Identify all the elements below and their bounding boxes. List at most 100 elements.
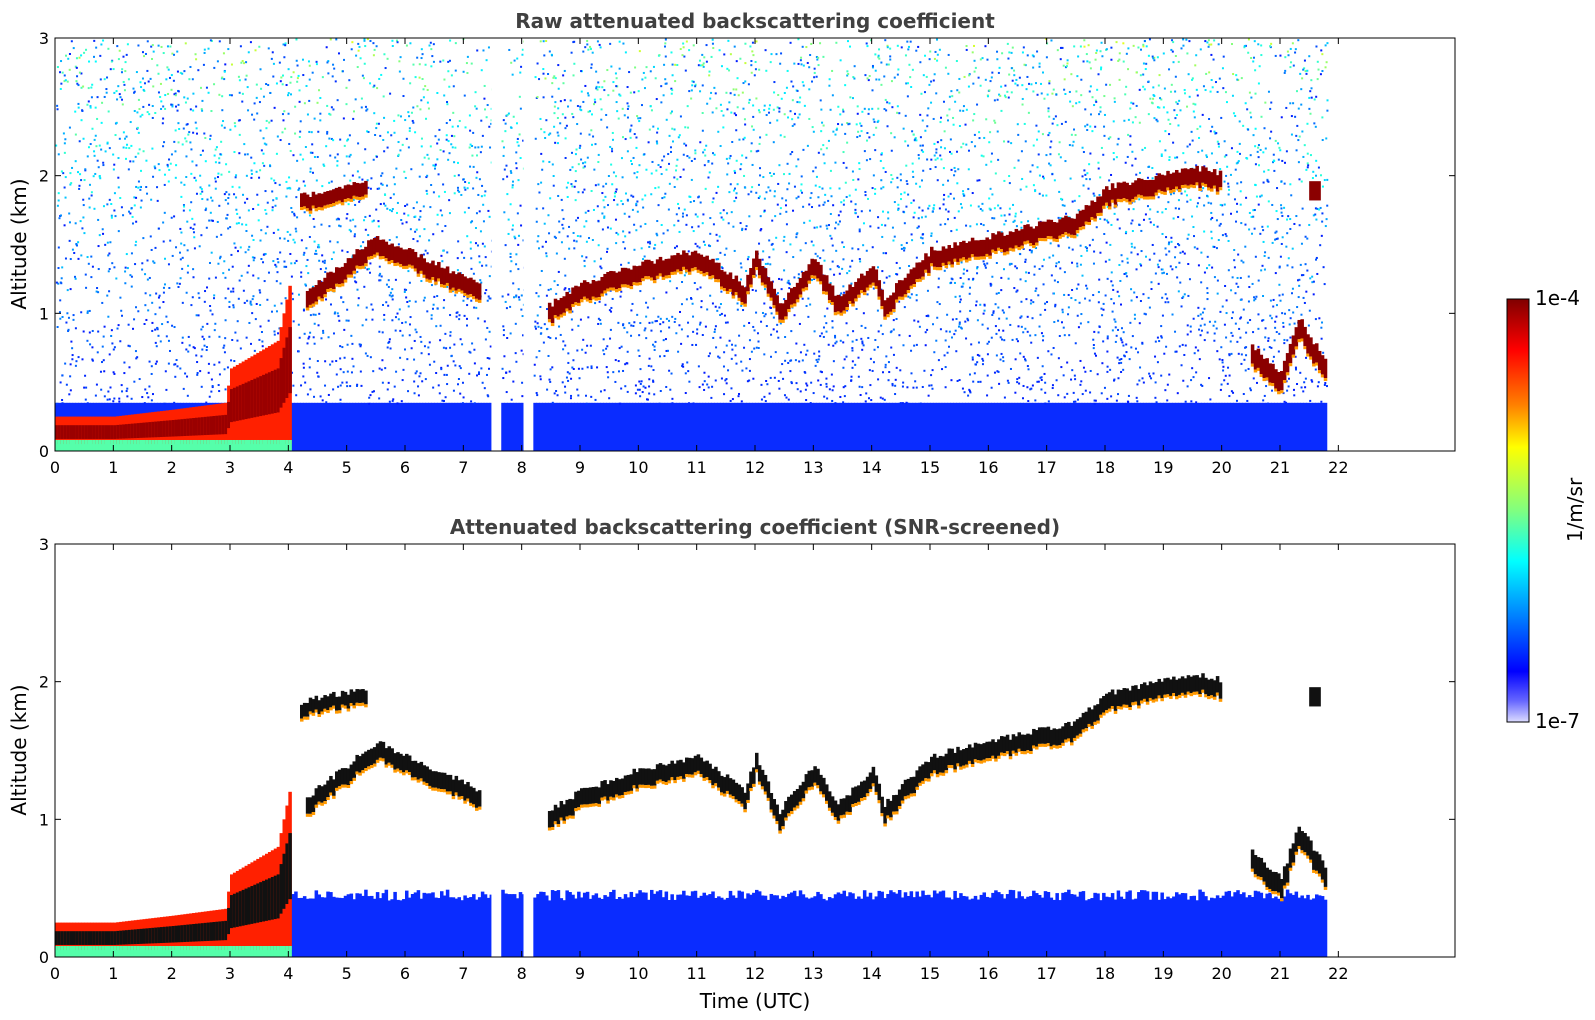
noise-speck xyxy=(800,183,803,186)
noise-speck xyxy=(686,105,689,108)
noise-speck xyxy=(905,164,908,167)
noise-speck xyxy=(210,378,213,381)
noise-speck xyxy=(765,191,768,194)
noise-speck xyxy=(755,40,758,43)
noise-speck xyxy=(139,81,142,84)
noise-speck xyxy=(441,260,444,263)
noise-speck xyxy=(816,361,819,364)
noise-speck xyxy=(645,301,648,304)
noise-speck xyxy=(213,294,216,297)
noise-speck xyxy=(993,99,996,102)
noise-speck xyxy=(144,273,147,276)
noise-speck xyxy=(306,342,309,345)
noise-speck xyxy=(442,150,445,153)
noise-speck xyxy=(1003,94,1006,97)
noise-speck xyxy=(367,234,370,237)
noise-speck xyxy=(174,363,177,366)
noise-speck xyxy=(757,183,760,186)
noise-speck xyxy=(476,154,479,157)
noise-speck xyxy=(719,103,722,106)
noise-speck xyxy=(68,52,71,55)
noise-speck xyxy=(603,80,606,83)
noise-speck xyxy=(442,249,445,252)
noise-speck xyxy=(182,209,185,212)
noise-speck xyxy=(880,61,883,64)
noise-speck xyxy=(411,119,414,122)
noise-speck xyxy=(609,227,612,230)
noise-speck xyxy=(799,59,802,62)
noise-speck xyxy=(790,359,793,362)
noise-speck xyxy=(102,164,105,167)
noise-speck xyxy=(437,138,440,141)
noise-speck xyxy=(1004,96,1007,99)
noise-speck xyxy=(784,336,787,339)
noise-speck xyxy=(1026,75,1029,78)
noise-speck xyxy=(154,362,157,365)
noise-speck xyxy=(417,385,420,388)
noise-speck xyxy=(860,324,863,327)
noise-speck xyxy=(223,344,226,347)
noise-speck xyxy=(711,38,714,41)
noise-speck xyxy=(727,222,730,225)
noise-speck xyxy=(702,213,705,216)
noise-speck xyxy=(692,80,695,83)
noise-speck xyxy=(729,92,732,95)
noise-speck xyxy=(758,242,761,245)
noise-speck xyxy=(348,79,351,82)
noise-speck xyxy=(57,246,60,249)
noise-speck xyxy=(808,203,811,206)
noise-speck xyxy=(667,153,670,156)
noise-speck xyxy=(77,356,80,359)
noise-speck xyxy=(819,99,822,102)
noise-speck xyxy=(509,305,512,308)
noise-speck xyxy=(635,136,638,139)
noise-speck xyxy=(408,299,411,302)
noise-speck xyxy=(886,46,889,49)
noise-speck xyxy=(330,180,333,183)
noise-speck xyxy=(748,98,751,101)
noise-speck xyxy=(252,238,255,241)
noise-speck xyxy=(367,186,370,189)
noise-speck xyxy=(1042,335,1045,338)
noise-cell xyxy=(574,402,578,451)
noise-speck xyxy=(258,338,261,341)
noise-speck xyxy=(436,295,439,298)
noise-cell xyxy=(801,402,806,451)
noise-speck xyxy=(393,183,396,186)
noise-speck xyxy=(726,67,729,70)
noise-speck xyxy=(671,127,674,130)
noise-speck xyxy=(572,116,575,119)
noise-speck xyxy=(83,179,86,182)
noise-speck xyxy=(1020,325,1023,328)
noise-cell xyxy=(419,402,424,451)
noise-speck xyxy=(155,360,158,363)
noise-cell xyxy=(795,402,800,451)
noise-speck xyxy=(171,103,174,106)
noise-speck xyxy=(160,45,163,48)
noise-speck xyxy=(818,355,821,358)
noise-speck xyxy=(971,358,974,361)
noise-speck xyxy=(384,204,387,207)
noise-speck xyxy=(542,207,545,210)
noise-speck xyxy=(950,281,953,284)
noise-speck xyxy=(892,239,895,242)
noise-speck xyxy=(962,142,965,145)
noise-speck xyxy=(1014,358,1017,361)
noise-speck xyxy=(933,142,936,145)
noise-speck xyxy=(109,68,112,71)
noise-speck xyxy=(965,337,968,340)
noise-speck xyxy=(298,89,301,92)
noise-speck xyxy=(332,108,335,111)
noise-speck xyxy=(563,99,566,102)
noise-speck xyxy=(175,105,178,108)
noise-speck xyxy=(110,334,113,337)
noise-speck xyxy=(515,162,518,165)
noise-speck xyxy=(408,130,411,133)
noise-speck xyxy=(722,126,725,129)
noise-speck xyxy=(842,151,845,154)
noise-speck xyxy=(887,361,890,364)
noise-speck xyxy=(147,80,150,83)
noise-speck xyxy=(188,131,191,134)
noise-speck xyxy=(606,126,609,129)
noise-speck xyxy=(275,280,278,283)
